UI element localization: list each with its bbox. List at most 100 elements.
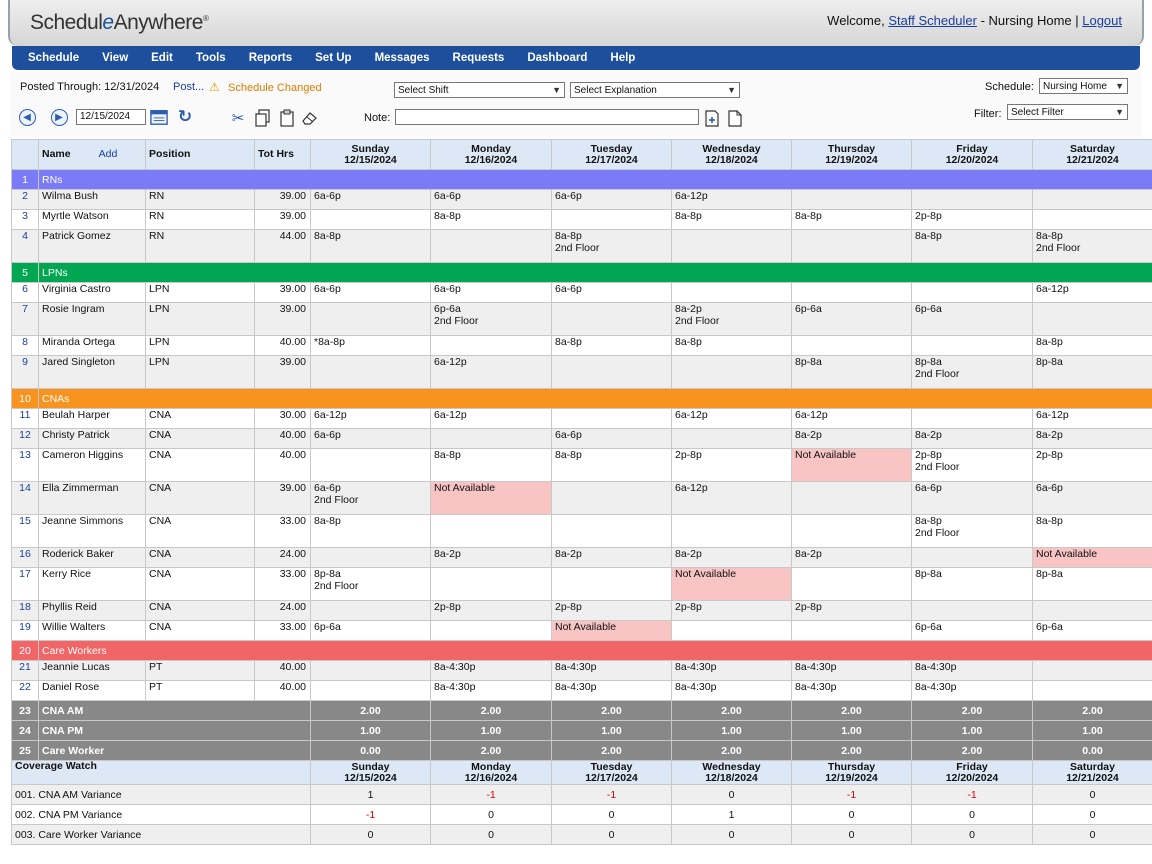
shift-cell[interactable]: 8a-8p <box>430 448 552 482</box>
shift-cell[interactable]: 2p-8p <box>791 600 912 621</box>
shift-cell[interactable] <box>310 547 431 568</box>
cut-icon[interactable]: ✂ <box>231 110 245 127</box>
menu-item-dashboard[interactable]: Dashboard <box>527 52 588 64</box>
shift-cell[interactable] <box>671 229 792 263</box>
staff-name[interactable]: Wilma Bush <box>38 189 146 210</box>
shift-cell[interactable] <box>551 408 672 429</box>
shift-cell[interactable]: 6a-6p <box>551 428 672 449</box>
shift-cell[interactable] <box>1032 302 1152 336</box>
shift-cell[interactable]: *8a-8p <box>310 335 431 356</box>
shift-cell[interactable]: 6a-6p <box>1032 481 1152 515</box>
shift-cell[interactable]: 8p-8a <box>911 567 1033 601</box>
eraser-icon[interactable] <box>301 109 319 127</box>
shift-cell[interactable] <box>310 448 431 482</box>
day-column-header-saturday[interactable]: Saturday 12/21/2024 <box>1032 139 1152 170</box>
shift-cell[interactable] <box>791 282 912 303</box>
shift-cell[interactable] <box>1032 600 1152 621</box>
shift-cell[interactable] <box>430 514 552 548</box>
shift-cell[interactable]: 6a-12p <box>430 408 552 429</box>
shift-cell[interactable]: 8a-2p <box>430 547 552 568</box>
shift-cell[interactable] <box>911 335 1033 356</box>
shift-cell[interactable]: 2p-8p <box>430 600 552 621</box>
shift-cell[interactable]: 8a-8p <box>430 209 552 230</box>
shift-cell[interactable]: 6p-6a <box>911 620 1033 641</box>
shift-cell[interactable]: 6a-12p <box>671 481 792 515</box>
copy-icon[interactable] <box>254 109 272 127</box>
shift-cell[interactable] <box>1032 189 1152 210</box>
menu-item-view[interactable]: View <box>102 52 129 64</box>
shift-cell[interactable]: 8a-4:30p <box>911 660 1033 681</box>
shift-cell[interactable]: 8a-8p <box>1032 335 1152 356</box>
shift-cell[interactable]: 6a-6p <box>310 282 431 303</box>
shift-cell[interactable]: 8a-4:30p <box>430 680 552 701</box>
shift-cell[interactable]: Not Available <box>551 620 672 641</box>
shift-cell[interactable]: Not Available <box>671 567 792 601</box>
group-label[interactable]: Care Workers <box>38 640 1152 661</box>
menu-item-schedule[interactable]: Schedule <box>28 52 80 64</box>
shift-cell[interactable]: 2p-8p <box>671 448 792 482</box>
shift-cell[interactable] <box>430 428 552 449</box>
shift-cell[interactable] <box>430 567 552 601</box>
shift-cell[interactable]: 6p-6a <box>791 302 912 336</box>
shift-cell[interactable] <box>551 355 672 389</box>
shift-cell[interactable] <box>911 189 1033 210</box>
shift-cell[interactable] <box>1032 660 1152 681</box>
shift-cell[interactable]: 6a-6p <box>310 428 431 449</box>
shift-cell[interactable] <box>551 481 672 515</box>
shift-cell[interactable] <box>791 514 912 548</box>
staff-name[interactable]: Miranda Ortega <box>38 335 146 356</box>
staff-name[interactable]: Kerry Rice <box>38 567 146 601</box>
shift-cell[interactable] <box>310 209 431 230</box>
shift-cell[interactable] <box>551 514 672 548</box>
shift-cell[interactable]: 8a-2p <box>791 547 912 568</box>
day-column-header-sunday[interactable]: Sunday 12/15/2024 <box>310 139 431 170</box>
staff-name[interactable]: Patrick Gomez <box>38 229 146 263</box>
shift-cell[interactable]: 6a-12p <box>791 408 912 429</box>
shift-cell[interactable] <box>671 514 792 548</box>
shift-cell[interactable] <box>671 620 792 641</box>
shift-cell[interactable]: 8a-2p 2nd Floor <box>671 302 792 336</box>
shift-cell[interactable] <box>791 229 912 263</box>
menu-item-reports[interactable]: Reports <box>248 52 293 64</box>
shift-cell[interactable]: 8a-8p <box>1032 514 1152 548</box>
shift-cell[interactable]: 8a-8p 2nd Floor <box>551 229 672 263</box>
shift-cell[interactable]: 8a-8p <box>671 209 792 230</box>
shift-cell[interactable] <box>791 620 912 641</box>
select-explanation-dropdown[interactable]: Select Explanation ▼ <box>570 82 740 98</box>
shift-cell[interactable]: 8a-8p <box>551 448 672 482</box>
day-column-header-monday[interactable]: Monday 12/16/2024 <box>430 139 552 170</box>
note-input[interactable] <box>395 109 699 125</box>
staff-name[interactable]: Ella Zimmerman <box>38 481 146 515</box>
logout-link[interactable]: Logout <box>1082 13 1122 28</box>
shift-cell[interactable]: 8a-2p <box>671 547 792 568</box>
group-label[interactable]: LPNs <box>38 262 1152 283</box>
group-label[interactable]: RNs <box>38 169 1152 190</box>
shift-cell[interactable]: 6p-6a 2nd Floor <box>430 302 552 336</box>
shift-cell[interactable]: 8a-4:30p <box>791 680 912 701</box>
shift-cell[interactable] <box>791 189 912 210</box>
shift-cell[interactable] <box>310 680 431 701</box>
shift-cell[interactable]: 6a-12p <box>671 408 792 429</box>
shift-cell[interactable] <box>430 620 552 641</box>
menu-item-requests[interactable]: Requests <box>452 52 505 64</box>
shift-cell[interactable]: 8a-4:30p <box>671 680 792 701</box>
shift-cell[interactable]: 8a-2p <box>1032 428 1152 449</box>
shift-cell[interactable] <box>1032 680 1152 701</box>
shift-cell[interactable] <box>551 302 672 336</box>
shift-cell[interactable] <box>430 335 552 356</box>
staff-name[interactable]: Jeannie Lucas <box>38 660 146 681</box>
shift-cell[interactable]: 8p-8a <box>791 355 912 389</box>
shift-cell[interactable]: 2p-8p <box>1032 448 1152 482</box>
day-column-header-thursday[interactable]: Thursday 12/19/2024 <box>791 139 912 170</box>
document-icon[interactable] <box>726 109 744 127</box>
add-staff-link[interactable]: Add <box>98 148 118 160</box>
shift-cell[interactable]: 8a-8p <box>551 335 672 356</box>
shift-cell[interactable]: 8a-8p 2nd Floor <box>911 514 1033 548</box>
next-week-button[interactable]: ▶ <box>50 108 68 126</box>
shift-cell[interactable]: Not Available <box>430 481 552 515</box>
menu-item-messages[interactable]: Messages <box>374 52 430 64</box>
shift-cell[interactable] <box>551 209 672 230</box>
shift-cell[interactable] <box>911 408 1033 429</box>
shift-cell[interactable]: 8a-4:30p <box>551 680 672 701</box>
menu-item-edit[interactable]: Edit <box>151 52 173 64</box>
